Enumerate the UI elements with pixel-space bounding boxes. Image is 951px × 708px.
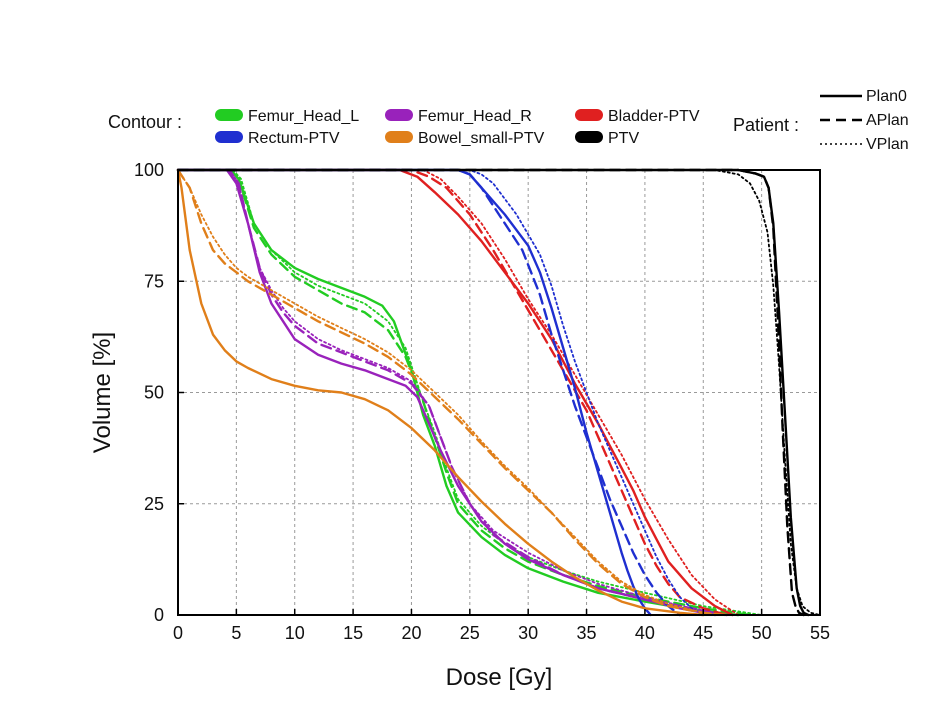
x-tick-label: 25 bbox=[460, 623, 480, 643]
x-tick-label: 35 bbox=[577, 623, 597, 643]
x-tick-label: 20 bbox=[401, 623, 421, 643]
dvh-curve-rectum-ptv-vplan bbox=[177, 169, 705, 616]
dvh-curve-femur-head-r-vplan bbox=[177, 169, 728, 616]
contour-legend-label: Contour : bbox=[108, 112, 182, 132]
x-axis-title: Dose [Gy] bbox=[446, 664, 553, 691]
dvh-curve-bowel-small-ptv-aplan bbox=[176, 168, 728, 617]
x-tick-label: 45 bbox=[693, 623, 713, 643]
legend-plan-label: Plan0 bbox=[866, 88, 907, 105]
dvh-curve-ptv-aplan bbox=[176, 168, 805, 617]
dvh-curve-bladder-ptv-aplan bbox=[176, 168, 728, 617]
legend-plan-label: APlan bbox=[866, 112, 909, 129]
legend-plan-label: VPlan bbox=[866, 136, 909, 153]
legend-item-label: Rectum-PTV bbox=[248, 130, 340, 147]
legend-swatch bbox=[575, 131, 603, 143]
x-tick-label: 10 bbox=[285, 623, 305, 643]
legend-swatch bbox=[385, 109, 413, 121]
dvh-curve-bladder-ptv-plan0 bbox=[176, 168, 734, 617]
legend-item-label: Bladder-PTV bbox=[608, 108, 700, 125]
legend-swatch bbox=[575, 109, 603, 121]
dvh-curve-ptv-vplan bbox=[177, 169, 821, 616]
legend-item-label: Bowel_small-PTV bbox=[418, 130, 545, 147]
y-tick-label: 100 bbox=[134, 160, 164, 180]
x-tick-label: 5 bbox=[231, 623, 241, 643]
x-tick-label: 40 bbox=[635, 623, 655, 643]
x-tick-label: 30 bbox=[518, 623, 538, 643]
y-tick-label: 75 bbox=[144, 271, 164, 291]
legend-swatch bbox=[385, 131, 413, 143]
legend-item-label: PTV bbox=[608, 130, 639, 147]
x-tick-label: 55 bbox=[810, 623, 830, 643]
y-tick-label: 25 bbox=[144, 494, 164, 514]
dvh-curve-bowel-small-ptv-plan0 bbox=[176, 168, 705, 617]
y-tick-label: 50 bbox=[144, 383, 164, 403]
grid bbox=[178, 169, 820, 615]
dvh-curve-rectum-ptv-aplan bbox=[176, 168, 682, 617]
legend-item-label: Femur_Head_L bbox=[248, 108, 359, 125]
patient-legend: Patient : Plan0 APlan VPlan bbox=[733, 88, 909, 153]
x-tick-label: 50 bbox=[752, 623, 772, 643]
dvh-curve-bowel-small-ptv-vplan bbox=[177, 169, 728, 616]
x-tick-label: 0 bbox=[173, 623, 183, 643]
x-tick-label: 15 bbox=[343, 623, 363, 643]
dvh-curves bbox=[176, 168, 821, 617]
dvh-curve-femur-head-r-aplan bbox=[176, 168, 728, 617]
y-tick-label: 0 bbox=[154, 605, 164, 625]
contour-legend: Contour : Femur_Head_L Femur_Head_R Bladde… bbox=[108, 108, 700, 147]
dvh-curve-bladder-ptv-vplan bbox=[177, 169, 740, 616]
y-axis-title: Volume [%] bbox=[89, 332, 116, 453]
legend-swatch bbox=[215, 109, 243, 121]
axis-ticks: 0 5 10 15 20 25 30 35 40 45 50 55 0 25 50 75 100 bbox=[134, 160, 830, 643]
patient-legend-label: Patient : bbox=[733, 115, 799, 135]
legend-item-label: Femur_Head_R bbox=[418, 108, 532, 125]
legend-swatch bbox=[215, 131, 243, 143]
